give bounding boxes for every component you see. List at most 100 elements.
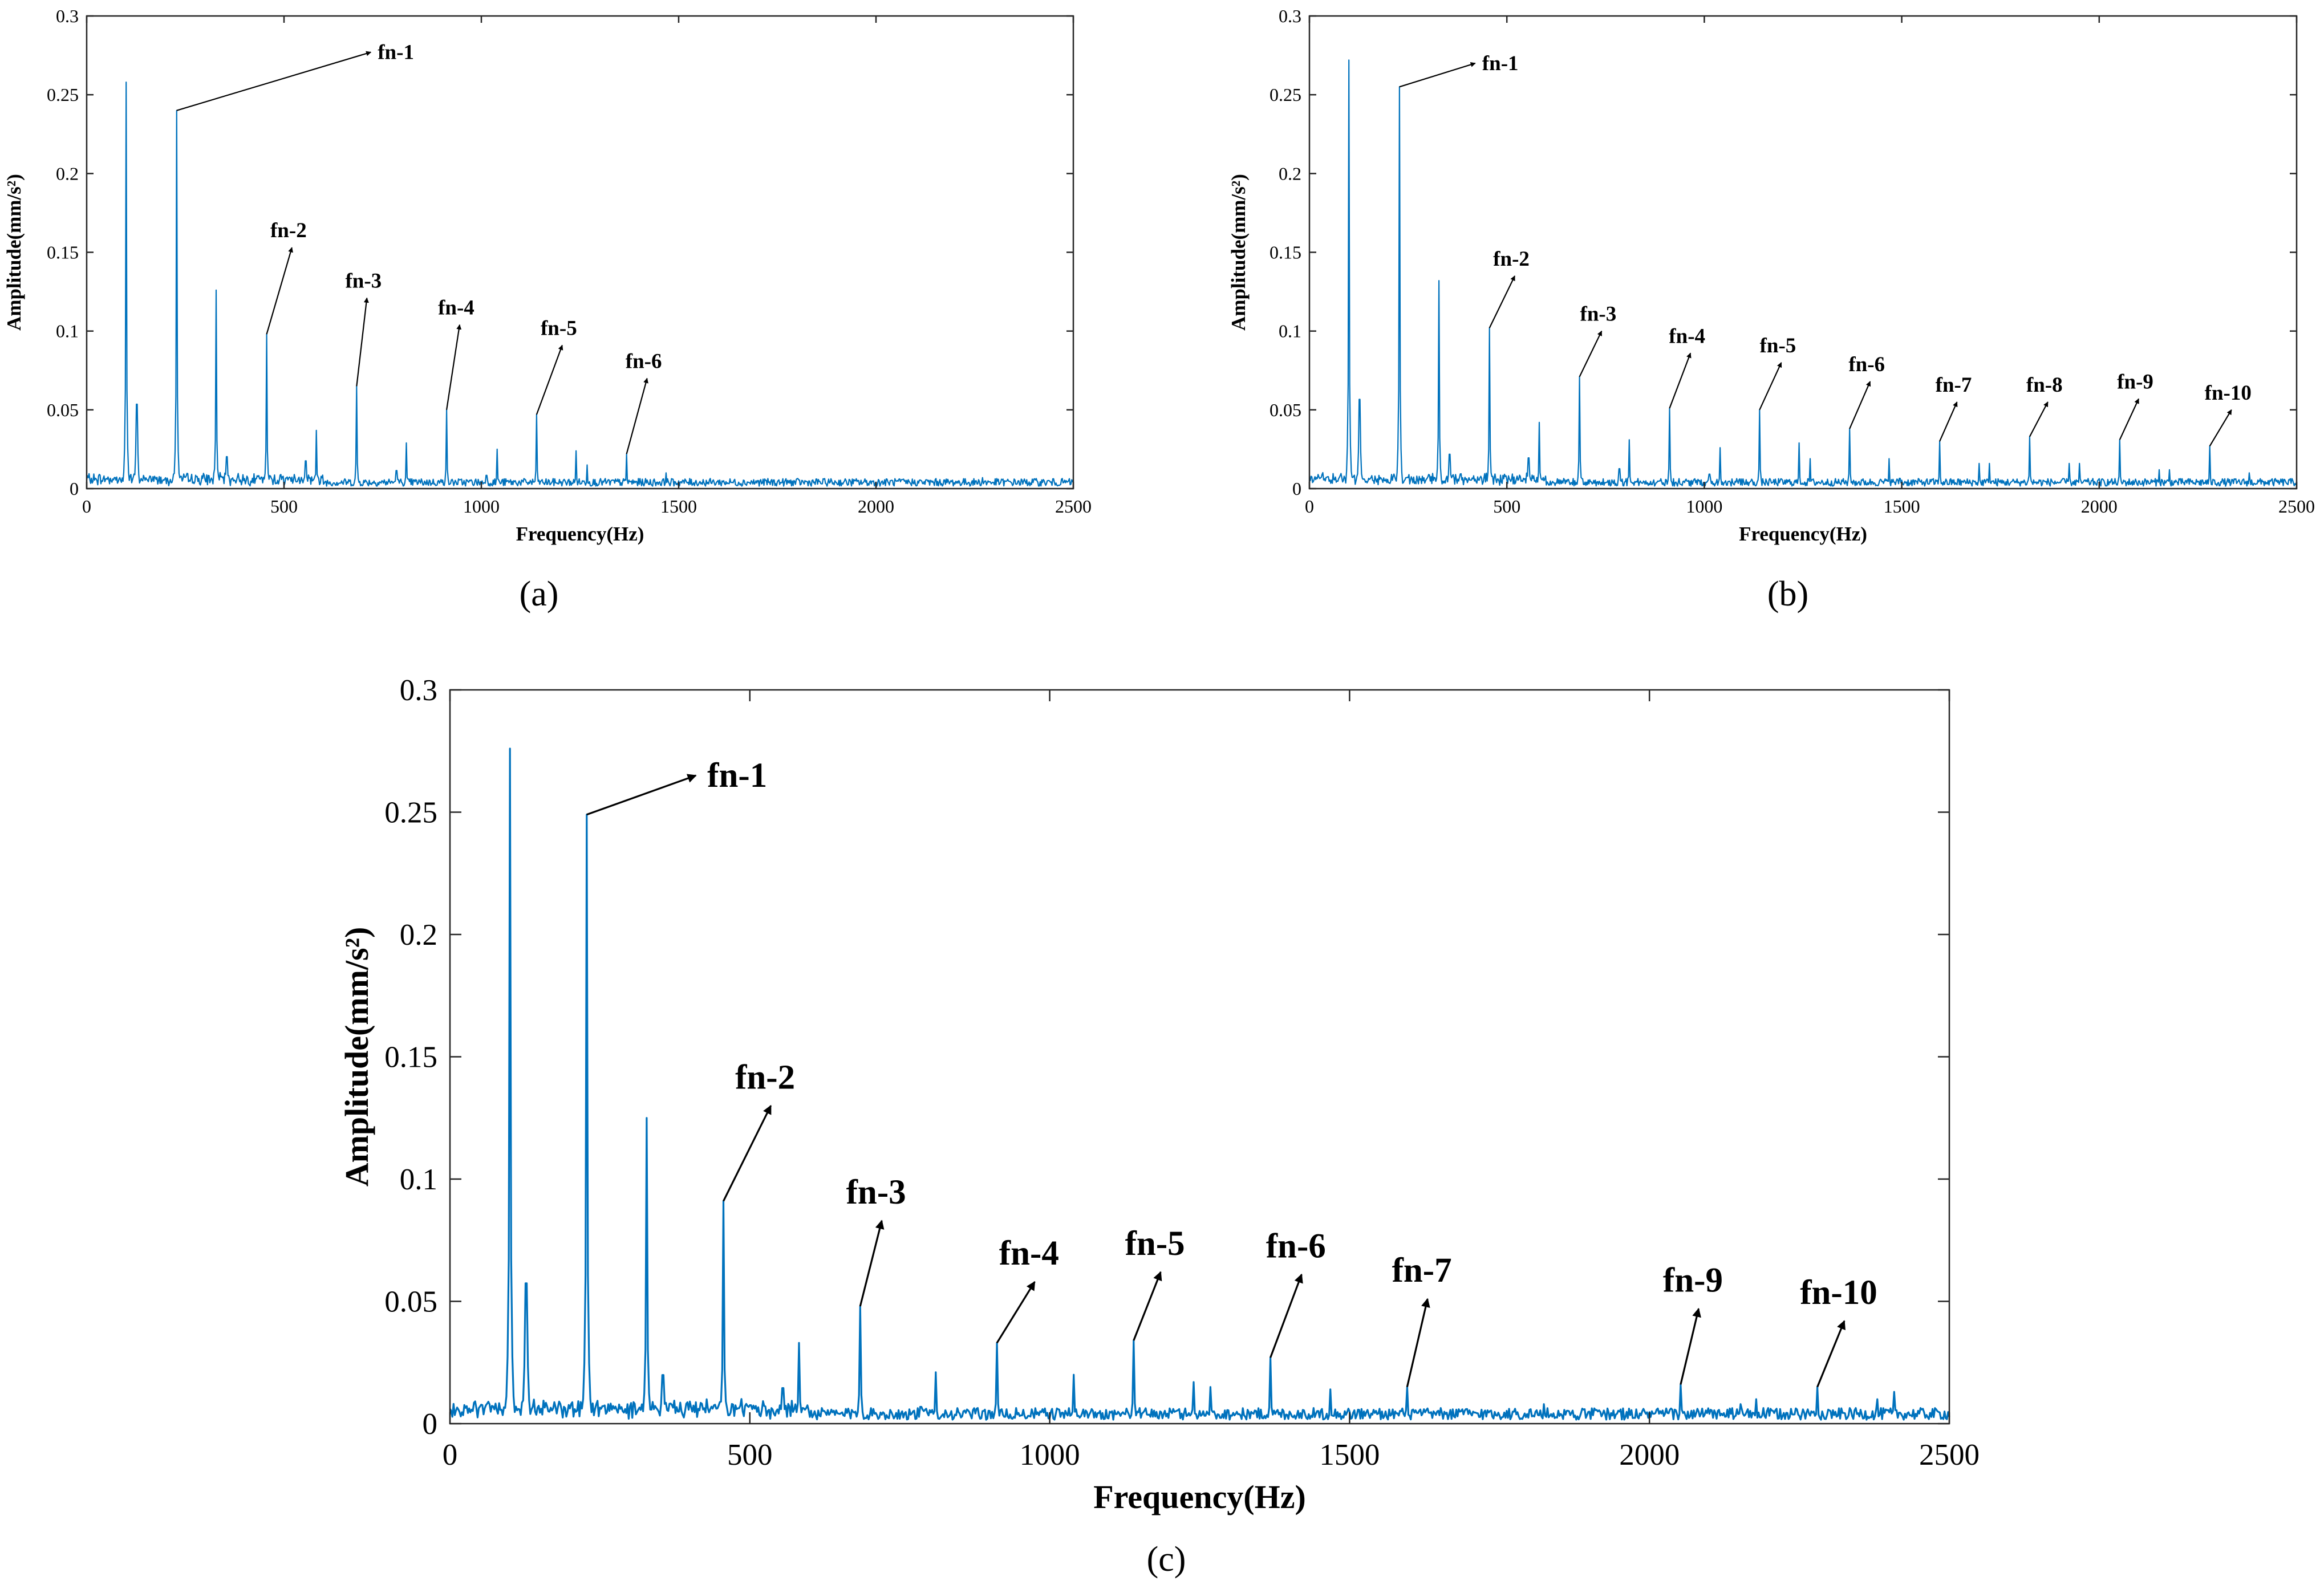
annotation-arrow <box>266 247 293 335</box>
x-tick-label: 1000 <box>1020 1438 1080 1472</box>
annotation-label: fn-3 <box>846 1173 906 1212</box>
x-tick-label: 1500 <box>1319 1438 1380 1472</box>
caption-b: (b) <box>1767 575 1808 613</box>
x-tick-label: 2000 <box>2081 496 2118 517</box>
y-tick-label: 0.2 <box>56 163 79 184</box>
annotation-label: fn-4 <box>438 296 474 320</box>
annotation-label: fn-3 <box>1580 303 1617 326</box>
annotation-label: fn-4 <box>1669 324 1705 348</box>
annotation-arrow <box>2119 398 2140 440</box>
annotation-arrow <box>176 51 372 111</box>
x-tick-label: 1500 <box>660 496 697 517</box>
annotation-label: fn-2 <box>270 219 307 242</box>
y-axis-label: Amplitude(mm/s²) <box>1227 174 1250 331</box>
annotation-label: fn-5 <box>541 317 577 340</box>
y-tick-label: 0.3 <box>1279 6 1301 26</box>
y-tick-label: 0.1 <box>1279 321 1301 342</box>
annotation-label: fn-7 <box>1936 373 1972 397</box>
y-tick-label: 0.25 <box>47 84 79 105</box>
annotation-label: fn-1 <box>378 41 414 64</box>
y-tick-label: 0.15 <box>384 1041 437 1074</box>
annotation-label: fn-8 <box>2026 373 2063 397</box>
annotation-label: fn-6 <box>626 350 662 373</box>
annotation-arrow <box>356 297 369 387</box>
y-tick-label: 0 <box>1292 478 1301 499</box>
y-tick-label: 0.15 <box>47 242 79 263</box>
chart-panel-c: 0 500 1000 1500 2000 2500 0 0.05 0.1 0.15 0.2 0.25 0… <box>338 674 1980 1515</box>
plot-frame-a <box>86 15 1074 490</box>
y-tick-label: 0.05 <box>47 400 79 420</box>
y-tick-label: 0.3 <box>56 6 79 26</box>
plot-frame-c <box>449 689 1950 1425</box>
annotation-label: fn-3 <box>345 270 382 293</box>
annotation-label: fn-5 <box>1760 334 1796 357</box>
y-tick-label: 0.25 <box>384 796 437 830</box>
y-tick-label: 0.1 <box>56 321 79 342</box>
x-tick-label: 500 <box>1493 496 1520 517</box>
x-tick-label: 2500 <box>2278 496 2315 517</box>
x-tick-label: 2000 <box>1619 1438 1680 1472</box>
caption-c: (c) <box>1147 1540 1186 1579</box>
annotation-label: fn-2 <box>735 1058 795 1096</box>
y-tick-label: 0 <box>70 478 79 499</box>
x-tick-label: 2500 <box>1055 496 1092 517</box>
annotation-label: fn-2 <box>1493 247 1530 271</box>
annotation-label: fn-4 <box>999 1234 1059 1273</box>
y-tick-label: 0.1 <box>400 1163 437 1196</box>
annotation-arrow <box>1669 352 1692 409</box>
y-tick-label: 0.15 <box>1270 242 1301 263</box>
annotation-arrow <box>723 1104 772 1202</box>
x-tick-label: 1500 <box>1884 496 1920 517</box>
annotation-label: fn-10 <box>2205 381 2252 405</box>
x-axis-label: Frequency(Hz) <box>1739 523 1867 545</box>
spectrum-line-b <box>1309 59 2298 487</box>
annotation-label: fn-1 <box>707 757 767 795</box>
annotation-arrow <box>446 324 462 410</box>
y-tick-label: 0 <box>423 1408 438 1441</box>
annotation-arrow <box>586 774 697 816</box>
y-tick-label: 0.3 <box>400 674 437 707</box>
annotation-arrow <box>2029 401 2049 437</box>
annotation-label: fn-7 <box>1392 1251 1452 1290</box>
x-tick-label: 2500 <box>1919 1438 1980 1472</box>
x-tick-label: 0 <box>443 1438 458 1472</box>
annotation-label: fn-9 <box>2117 370 2153 393</box>
chart-panel-a: 0 500 1000 1500 2000 2500 0 0.05 0.1 0.15 0.2 0.25 0… <box>3 6 1092 545</box>
annotation-arrow <box>1680 1307 1701 1385</box>
x-tick-label: 500 <box>270 496 298 517</box>
annotation-arrow <box>1849 381 1871 429</box>
annotation-label: fn-6 <box>1848 353 1885 376</box>
y-axis-label: Amplitude(mm/s²) <box>338 927 375 1187</box>
annotation-arrow <box>1270 1273 1303 1358</box>
x-tick-label: 2000 <box>858 496 894 517</box>
y-tick-label: 0.2 <box>400 919 437 952</box>
annotation-arrow <box>1133 1271 1162 1341</box>
x-tick-label: 500 <box>727 1438 773 1472</box>
annotation-arrow <box>996 1281 1036 1344</box>
annotation-label: fn-6 <box>1266 1227 1326 1265</box>
caption-a: (a) <box>520 575 559 613</box>
annotation-label: fn-5 <box>1125 1225 1185 1263</box>
annotation-arrow <box>1816 1320 1846 1388</box>
x-tick-label: 1000 <box>463 496 500 517</box>
chart-panel-b: 0 500 1000 1500 2000 2500 0 0.05 0.1 0.15 0.2 0.25 0… <box>1227 6 2315 545</box>
annotation-arrow <box>1489 275 1516 328</box>
annotation-label: fn-9 <box>1663 1261 1723 1299</box>
x-tick-label: 1000 <box>1686 496 1722 517</box>
spectrum-line-a <box>86 82 1074 487</box>
annotation-arrow <box>626 377 648 454</box>
annotation-arrow <box>1939 401 1958 442</box>
annotation-arrow <box>1579 330 1603 377</box>
y-tick-label: 0.2 <box>1279 163 1301 184</box>
annotation-arrow <box>859 1220 885 1307</box>
annotation-arrow <box>536 344 563 415</box>
annotation-arrow <box>2209 409 2232 446</box>
x-axis-label: Frequency(Hz) <box>516 523 644 545</box>
spectrum-line-c <box>449 747 1950 1421</box>
annotation-arrow <box>1759 362 1782 411</box>
y-tick-label: 0.05 <box>384 1286 437 1319</box>
x-tick-label: 0 <box>1305 496 1314 517</box>
y-tick-label: 0.25 <box>1270 84 1301 105</box>
annotation-label: fn-10 <box>1800 1274 1877 1312</box>
